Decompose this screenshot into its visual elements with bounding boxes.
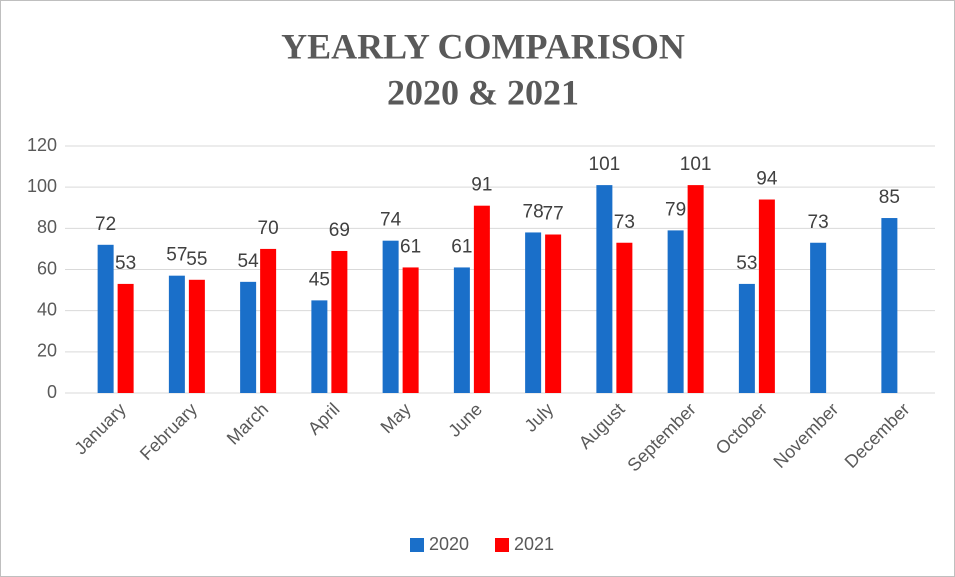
y-tick-label: 40 [37,299,57,319]
data-label: 70 [258,218,279,239]
bar [260,248,277,393]
data-label: 77 [543,204,564,225]
data-label: 53 [736,253,757,274]
y-tick-label: 120 [27,135,57,155]
y-tick-label: 60 [37,258,57,278]
bar [117,283,134,393]
bar [596,185,613,393]
data-label: 74 [380,210,402,231]
legend-label: 2020 [429,534,469,554]
bar [311,300,328,393]
bar [545,234,562,393]
bar [97,244,114,393]
y-tick-label: 20 [37,341,57,361]
data-label: 73 [614,212,635,233]
bar [168,275,185,393]
data-label: 85 [879,187,900,208]
legend-swatch [410,538,424,552]
bar [616,242,633,393]
data-label: 53 [115,253,136,274]
bar [738,283,755,393]
data-label: 78 [523,201,544,222]
bar [687,185,704,393]
data-label: 61 [400,236,421,257]
legend-label: 2021 [514,534,554,554]
bar [188,279,205,393]
chart-subtitle: 2020 & 2021 [387,72,579,112]
bar [667,230,684,393]
chart-title: YEARLY COMPARISON [281,26,685,66]
data-label: 94 [756,169,778,190]
data-label: 73 [808,212,829,233]
data-label: 79 [665,199,686,220]
bar [758,199,775,393]
data-label: 54 [238,251,260,272]
bar [382,240,399,393]
data-label: 57 [166,245,187,266]
bar [402,267,419,393]
bar [453,267,470,393]
y-tick-label: 80 [37,217,57,237]
data-label: 101 [589,154,621,175]
data-label: 101 [680,154,712,175]
legend-swatch [495,538,509,552]
data-label: 45 [309,269,330,290]
bar [240,281,257,393]
data-label: 61 [451,236,472,257]
y-tick-label: 100 [27,176,57,196]
bar [525,232,542,393]
bar [810,242,827,393]
y-tick-label: 0 [47,382,57,402]
data-label: 55 [186,249,207,270]
bar [473,205,490,393]
data-label: 72 [95,214,116,235]
data-label: 91 [471,175,492,196]
bar [881,218,898,393]
bar [331,250,348,393]
data-label: 69 [329,220,350,241]
